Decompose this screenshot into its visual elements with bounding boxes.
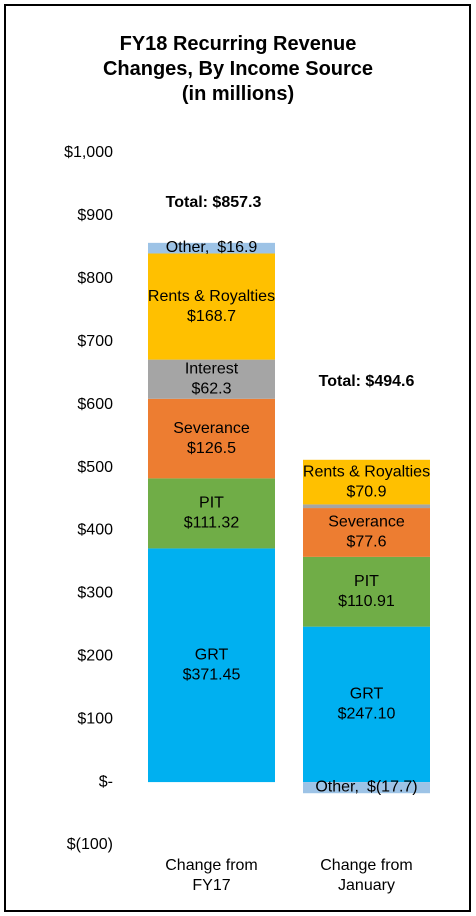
data-label: Other, $(17.7): [315, 779, 417, 796]
value-label: $77.6: [346, 534, 386, 551]
bar-segment: [303, 556, 430, 627]
y-tick-label: $600: [77, 396, 113, 413]
y-tick-label: $(100): [67, 836, 113, 853]
x-tick-label: Change from FY17: [165, 857, 258, 894]
y-tick-label: $700: [77, 333, 113, 350]
value-label: $111.32: [184, 515, 240, 532]
y-tick-label: $-: [99, 773, 113, 790]
data-label: Other, $16.9: [166, 239, 258, 256]
value-label: $126.5: [187, 440, 236, 457]
bar-segment: [148, 359, 275, 399]
chart-title: FY18 Recurring Revenue Changes, By Incom…: [102, 33, 374, 105]
value-label: $247.10: [338, 706, 396, 723]
y-tick-label: $100: [77, 710, 113, 727]
y-tick-label: $1,000: [64, 144, 113, 161]
series-name: PIT: [199, 495, 224, 512]
value-label: $371.45: [183, 666, 241, 683]
value-label: $110.91: [338, 593, 395, 610]
y-tick-label: $200: [77, 647, 113, 664]
y-tick-label: $300: [77, 585, 113, 602]
series-name: PIT: [354, 573, 379, 590]
value-label: $(17.7): [367, 779, 418, 796]
series-name: Other,: [166, 239, 210, 256]
y-tick-label: $800: [77, 270, 113, 287]
bar-segment: [303, 626, 430, 783]
total-label: Total: $494.6: [319, 373, 415, 390]
y-tick-label: $400: [77, 522, 113, 539]
value-label: $70.9: [346, 483, 386, 500]
bar-segment: [303, 782, 430, 794]
bar-segment: [303, 508, 430, 557]
bar-segment: [303, 504, 430, 509]
value-label: $168.7: [187, 308, 236, 325]
frame: [4, 4, 471, 912]
y-tick-label: $900: [77, 207, 113, 224]
series-name: GRT: [350, 686, 384, 703]
series-name: Severance: [328, 514, 405, 531]
bar-segment: [148, 548, 275, 783]
bar-segment: [148, 253, 275, 360]
y-tick-label: $500: [77, 459, 113, 476]
series-name: Rents & Royalties: [148, 288, 275, 305]
bar-segment: [303, 459, 430, 505]
series-name: Interest: [185, 360, 239, 377]
total-label: Total: $857.3: [166, 194, 262, 211]
bar-segment: [148, 398, 275, 479]
series-name: Other,: [315, 779, 359, 796]
x-tick-label: Change from January: [320, 857, 413, 894]
bar-segment: [148, 242, 275, 254]
value-label: $16.9: [217, 239, 257, 256]
value-label: $62.3: [191, 380, 231, 397]
bar-segment: [148, 478, 275, 549]
series-name: GRT: [195, 646, 229, 663]
series-name: Severance: [173, 420, 250, 437]
series-name: Rents & Royalties: [303, 463, 430, 480]
